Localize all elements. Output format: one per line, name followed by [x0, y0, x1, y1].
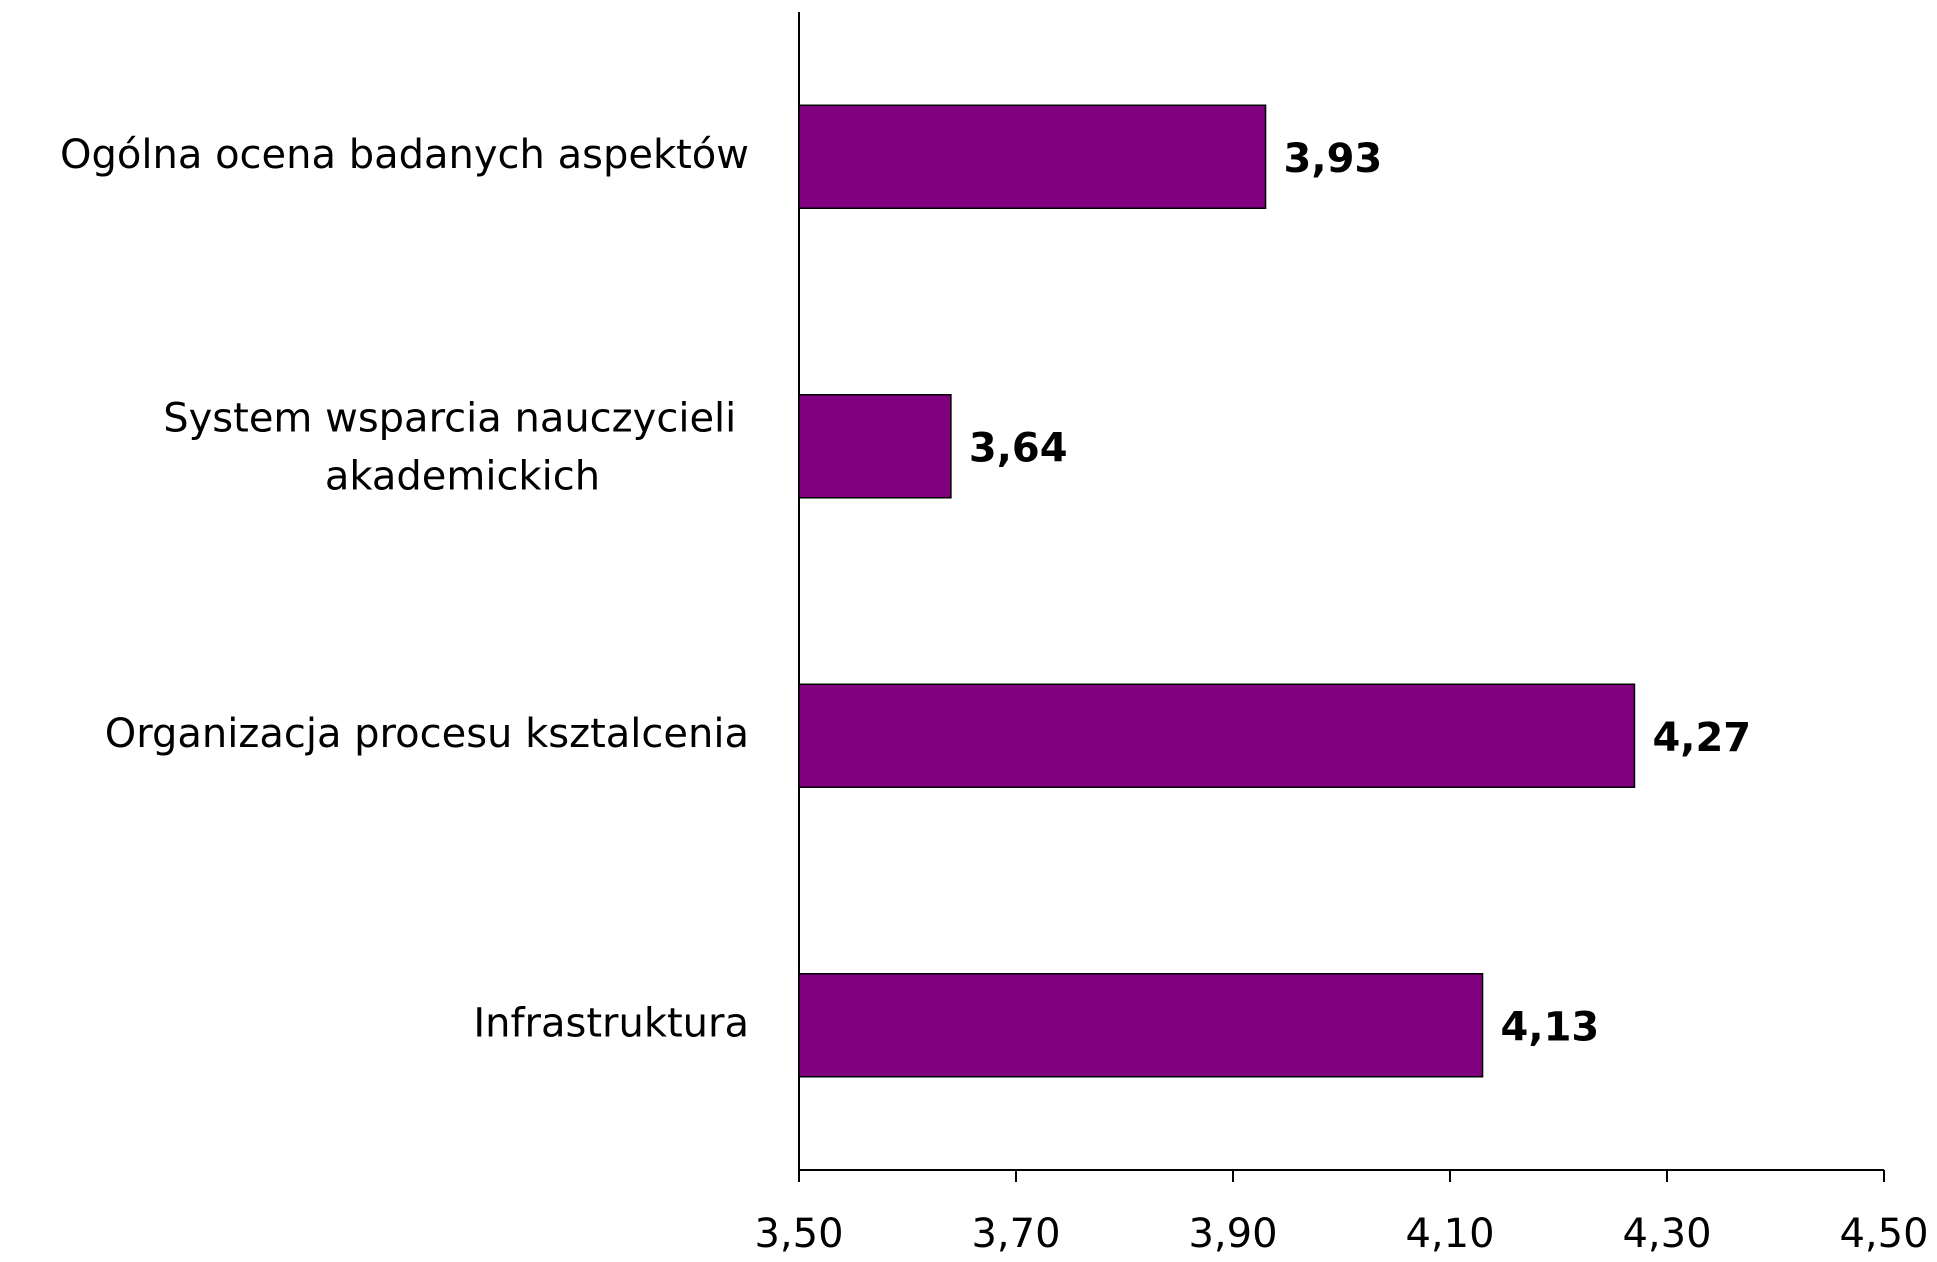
- x-tick-label: 3,70: [971, 1211, 1060, 1257]
- value-label: 3,64: [969, 425, 1068, 471]
- value-label: 3,93: [1284, 136, 1383, 182]
- x-tick-label: 4,30: [1622, 1211, 1711, 1257]
- bar: [798, 973, 1484, 1078]
- bar: [798, 683, 1636, 788]
- category-label: System wsparcia nauczycieli akademickich: [163, 395, 749, 499]
- x-tick-label: 3,90: [1188, 1211, 1277, 1257]
- category-label: Infrastruktura: [473, 1000, 749, 1046]
- value-label: 4,27: [1652, 715, 1751, 761]
- bar: [798, 394, 952, 499]
- bar: [798, 104, 1267, 209]
- category-label: Organizacja procesu ksztalcenia: [105, 711, 749, 757]
- x-tick-label: 4,50: [1839, 1211, 1928, 1257]
- x-tick-label: 3,50: [754, 1211, 843, 1257]
- x-tick-label: 4,10: [1405, 1211, 1494, 1257]
- category-label: Ogólna ocena badanych aspektów: [60, 132, 749, 178]
- value-label: 4,13: [1501, 1004, 1600, 1050]
